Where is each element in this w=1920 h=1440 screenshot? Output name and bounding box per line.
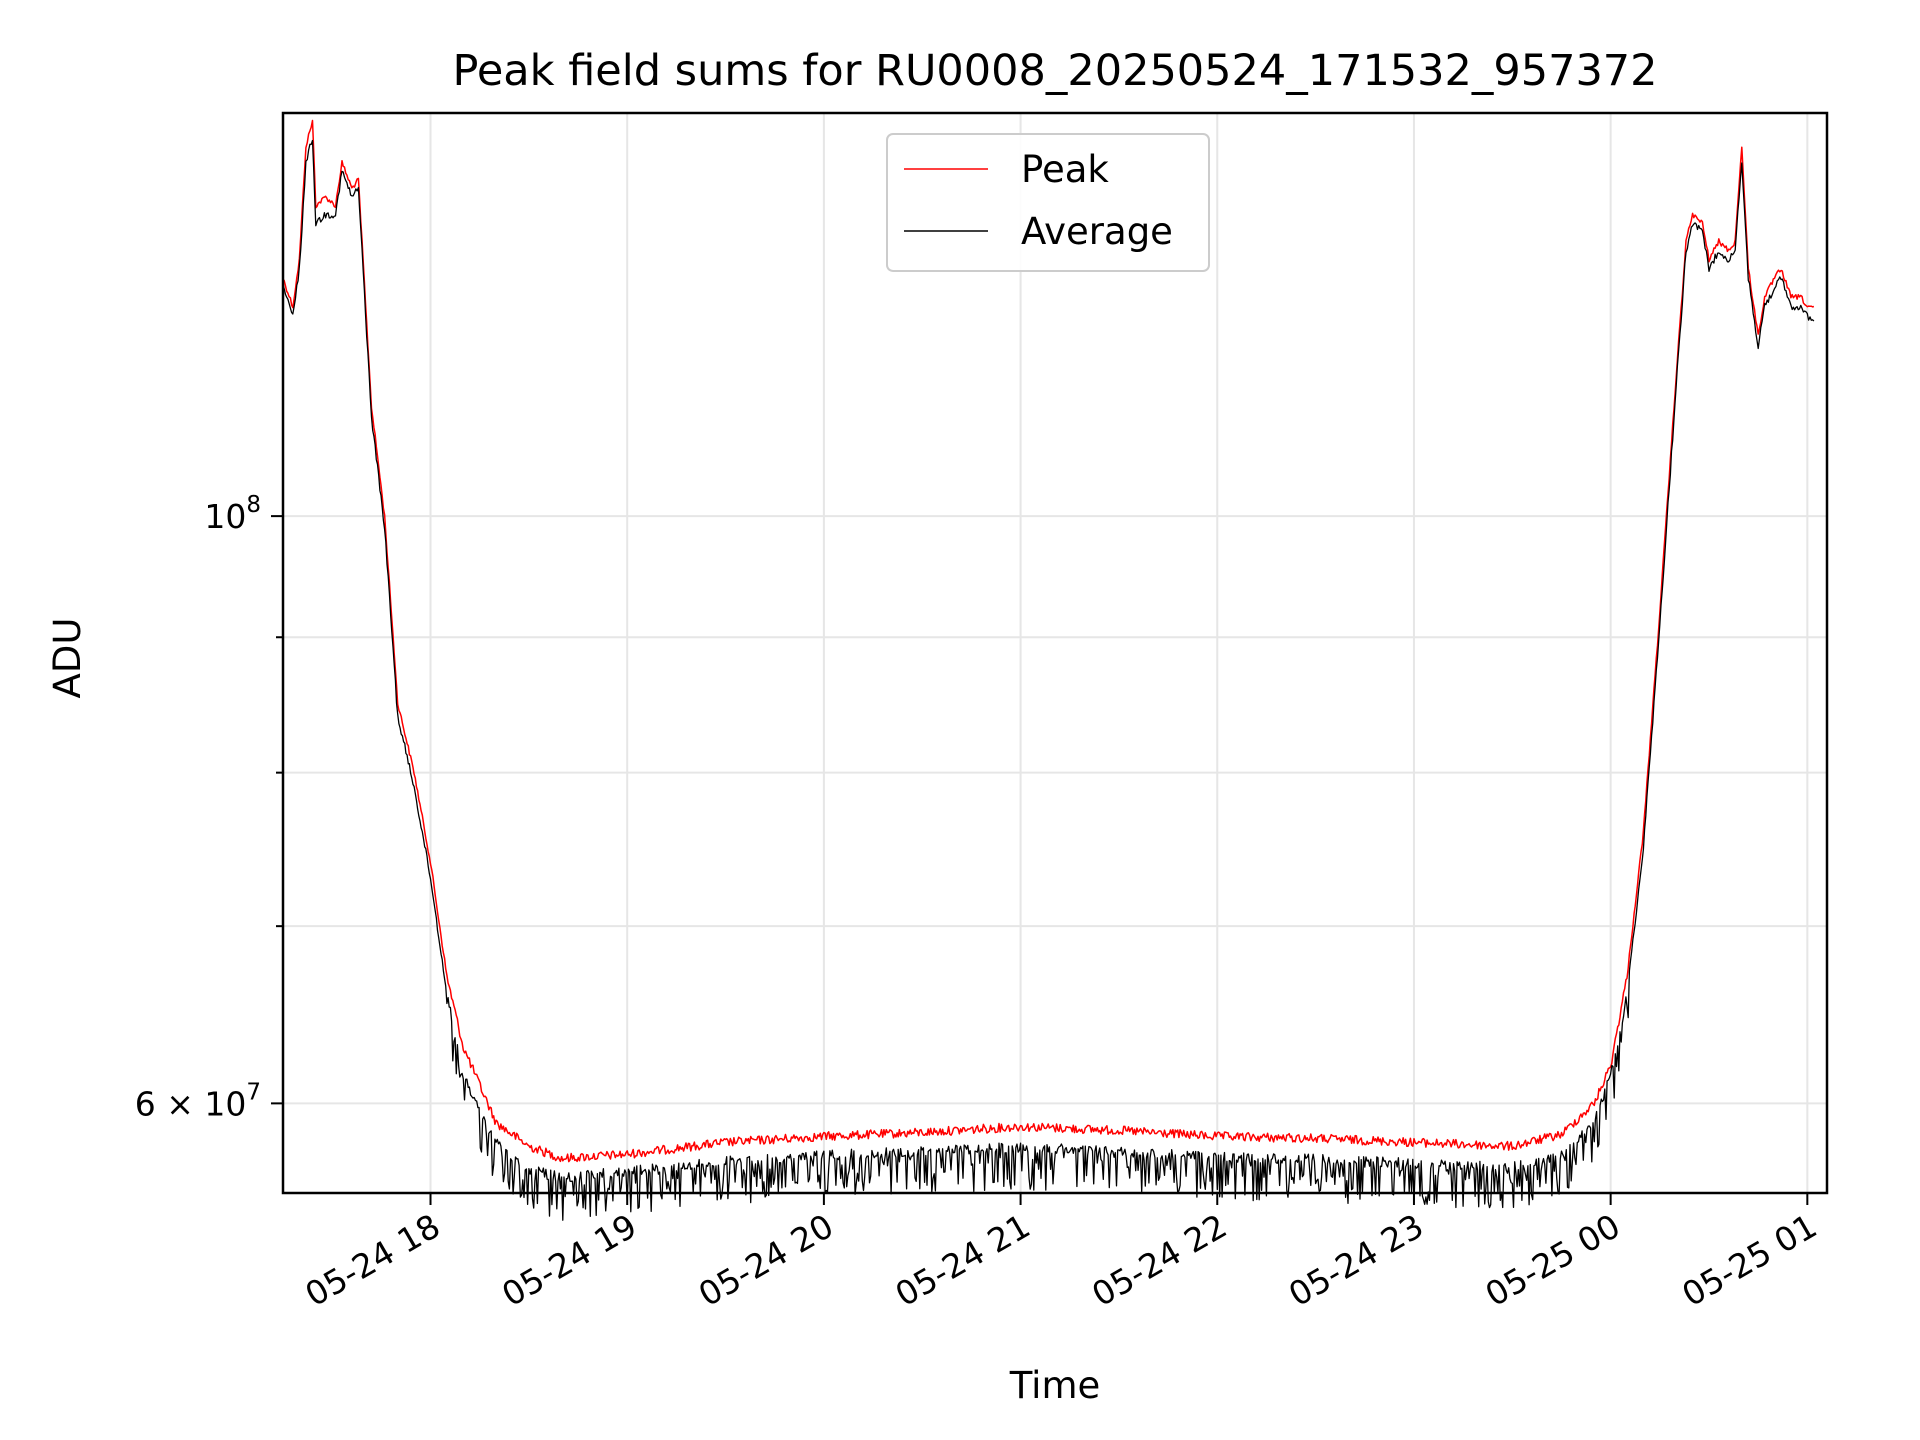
legend-label-average: Average: [1021, 210, 1173, 253]
plot-frame: [281, 111, 1829, 1195]
chart-title: Peak field sums for RU0008_20250524_1715…: [452, 46, 1657, 96]
legend-label-peak: Peak: [1021, 148, 1109, 191]
y-axis-label: ADU: [46, 618, 89, 699]
series-line-average: [282, 139, 1815, 1221]
y-tick-label: 6 × 107: [135, 1079, 261, 1123]
x-axis-label: Time: [1009, 1364, 1101, 1407]
y-tick-label: 108: [204, 492, 261, 536]
series-line-peak: [282, 119, 1815, 1163]
plot-lines: [282, 119, 1815, 1221]
grid: [283, 113, 1827, 1193]
legend: Peak Average: [886, 133, 1210, 272]
